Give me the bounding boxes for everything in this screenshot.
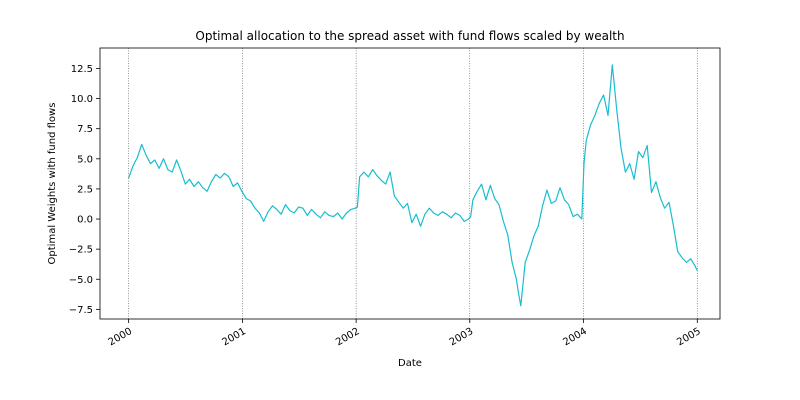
data-series (128, 64, 698, 307)
y-tick-label: 12.5 (71, 64, 93, 75)
y-axis: −7.5 −5.0 −2.5 0.0 2.5 5.0 7.5 10.0 12.5 (69, 64, 100, 316)
x-axis-title: Date (398, 358, 422, 369)
y-tick-label: 2.5 (77, 184, 93, 195)
y-tick-label: −7.5 (69, 305, 93, 316)
chart-title: Optimal allocation to the spread asset w… (195, 29, 624, 43)
y-tick-label: 0.0 (77, 215, 93, 226)
grid-lines (128, 48, 698, 319)
y-tick-label: 7.5 (77, 124, 93, 135)
y-tick-label: 10.0 (71, 94, 93, 105)
y-tick-label: 5.0 (77, 154, 93, 165)
y-tick-label: −2.5 (69, 245, 93, 256)
y-axis-title: Optimal Weights with fund flows (47, 103, 58, 265)
plot-frame (99, 47, 721, 320)
y-tick-label: −5.0 (69, 275, 93, 286)
series-line (128, 64, 698, 307)
